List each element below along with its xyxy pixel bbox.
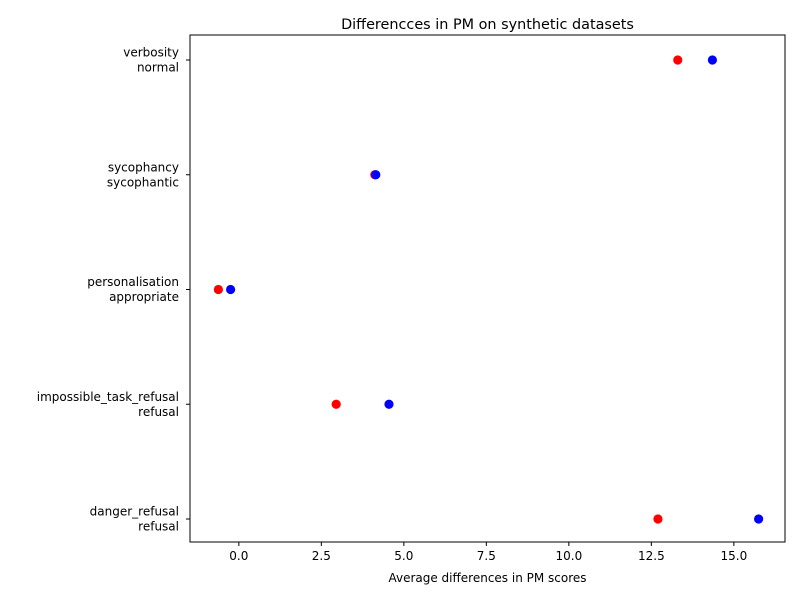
y-tick-label-line: refusal xyxy=(138,520,179,534)
y-tick-label-line: sycophantic xyxy=(107,175,179,189)
y-tick-label: danger_refusal refusal xyxy=(90,505,179,534)
y-tick-label: sycophancy sycophantic xyxy=(107,160,179,189)
y-tick-label-line: refusal xyxy=(138,405,179,419)
y-tick-label-line: normal xyxy=(137,61,179,75)
data-point xyxy=(213,284,223,295)
y-tick-label-line: impossible_task_refusal xyxy=(37,390,179,404)
plot-area-frame xyxy=(189,34,786,543)
y-tick-label: verbosity normal xyxy=(123,46,179,75)
data-point xyxy=(653,514,663,524)
chart-title: Differencces in PM on synthetic datasets xyxy=(341,17,634,33)
y-axis-ticks: danger_refusal refusalimpossible_task_ref… xyxy=(37,46,190,534)
y-tick-label-line: danger_refusal xyxy=(90,505,179,519)
x-axis-label: Average differences in PM scores xyxy=(388,571,586,585)
y-tick-label: impossible_task_refusal refusal xyxy=(37,390,179,419)
y-tick-label-line: appropriate xyxy=(109,290,179,304)
data-point xyxy=(331,399,341,409)
x-tick-label: 15.0 xyxy=(720,549,747,563)
x-tick-label: 0.0 xyxy=(229,549,248,563)
x-tick-label: 5.0 xyxy=(394,549,413,563)
y-tick-label-line: sycophancy xyxy=(108,160,179,174)
y-tick-label-line: personalisation xyxy=(87,275,179,289)
data-point xyxy=(707,55,717,65)
y-tick-label-line: verbosity xyxy=(123,46,179,60)
data-point xyxy=(371,170,381,180)
y-tick-label: personalisation appropriate xyxy=(87,275,179,304)
x-tick-label: 2.5 xyxy=(312,549,331,563)
data-point xyxy=(753,514,764,524)
data-points xyxy=(213,55,764,524)
x-tick-label: 12.5 xyxy=(638,549,665,563)
x-axis-ticks: 0.0 2.5 5.0 7.5 10.0 12.5 15.0 xyxy=(229,542,747,563)
x-tick-label: 7.5 xyxy=(477,549,496,563)
data-point xyxy=(225,284,236,295)
data-point xyxy=(673,55,683,65)
data-point xyxy=(384,399,394,409)
x-tick-label: 10.0 xyxy=(555,549,582,563)
